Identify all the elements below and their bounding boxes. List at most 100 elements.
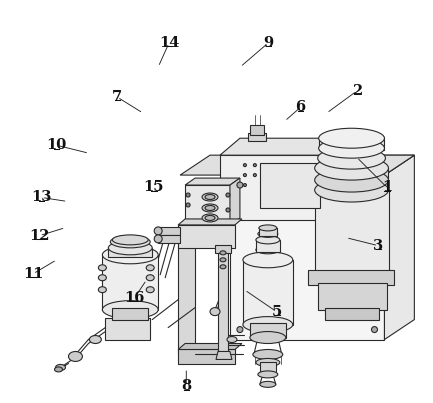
Text: 8: 8 — [181, 379, 191, 393]
Polygon shape — [230, 175, 385, 339]
Ellipse shape — [146, 275, 154, 281]
Bar — [260, 362, 276, 374]
Ellipse shape — [202, 204, 218, 212]
Ellipse shape — [112, 235, 148, 245]
Ellipse shape — [108, 241, 152, 255]
Ellipse shape — [55, 367, 62, 372]
Text: 12: 12 — [29, 229, 50, 243]
Bar — [319, 138, 385, 150]
Ellipse shape — [256, 358, 280, 366]
Ellipse shape — [259, 225, 277, 231]
Text: 15: 15 — [144, 181, 164, 194]
Text: 5: 5 — [272, 305, 282, 319]
Polygon shape — [308, 270, 394, 285]
Ellipse shape — [227, 337, 237, 343]
Ellipse shape — [154, 235, 162, 243]
Ellipse shape — [205, 206, 215, 210]
Ellipse shape — [243, 183, 246, 187]
Ellipse shape — [102, 246, 158, 264]
Bar — [158, 235, 180, 243]
Bar — [248, 133, 266, 141]
Ellipse shape — [98, 265, 107, 271]
Ellipse shape — [205, 195, 215, 199]
Ellipse shape — [102, 301, 158, 319]
Ellipse shape — [202, 193, 218, 201]
Bar — [256, 240, 280, 252]
Ellipse shape — [154, 227, 162, 235]
Ellipse shape — [315, 156, 388, 180]
Ellipse shape — [253, 174, 256, 177]
Ellipse shape — [220, 258, 226, 262]
Ellipse shape — [315, 178, 388, 202]
Text: 9: 9 — [263, 36, 273, 50]
Text: 2: 2 — [352, 84, 362, 98]
Polygon shape — [216, 351, 232, 359]
Polygon shape — [220, 155, 335, 220]
Polygon shape — [218, 248, 228, 355]
Ellipse shape — [110, 236, 150, 248]
Text: 16: 16 — [124, 291, 145, 305]
Polygon shape — [315, 190, 389, 275]
Ellipse shape — [98, 275, 107, 281]
Text: 11: 11 — [23, 267, 43, 281]
Ellipse shape — [146, 265, 154, 271]
Ellipse shape — [319, 128, 385, 148]
Polygon shape — [250, 322, 286, 338]
Bar — [108, 248, 152, 257]
Text: 6: 6 — [296, 100, 306, 114]
Ellipse shape — [253, 349, 283, 359]
Text: 3: 3 — [373, 239, 383, 253]
Polygon shape — [385, 155, 414, 339]
Polygon shape — [230, 155, 414, 175]
Bar — [315, 168, 388, 182]
Bar — [158, 227, 180, 235]
Ellipse shape — [243, 174, 246, 177]
Ellipse shape — [315, 168, 388, 192]
Ellipse shape — [258, 231, 278, 237]
Ellipse shape — [260, 381, 276, 387]
Ellipse shape — [318, 147, 385, 169]
Ellipse shape — [243, 164, 246, 166]
Bar — [215, 245, 231, 253]
Polygon shape — [178, 349, 235, 364]
Bar — [260, 163, 320, 208]
Polygon shape — [318, 283, 388, 310]
Bar — [102, 255, 158, 310]
Ellipse shape — [186, 203, 190, 207]
Ellipse shape — [202, 214, 218, 222]
Ellipse shape — [220, 251, 226, 255]
Ellipse shape — [256, 246, 280, 254]
Polygon shape — [185, 178, 240, 185]
Text: 10: 10 — [47, 138, 67, 152]
Ellipse shape — [210, 307, 220, 316]
Bar — [243, 260, 293, 324]
Ellipse shape — [186, 193, 190, 197]
Ellipse shape — [243, 317, 293, 332]
Polygon shape — [178, 343, 242, 349]
Ellipse shape — [243, 252, 293, 268]
Ellipse shape — [372, 182, 378, 188]
Ellipse shape — [250, 332, 286, 343]
Polygon shape — [178, 225, 235, 248]
Text: 14: 14 — [159, 36, 179, 50]
Ellipse shape — [98, 287, 107, 293]
Text: 7: 7 — [112, 90, 122, 104]
Ellipse shape — [205, 216, 215, 220]
Ellipse shape — [146, 287, 154, 293]
Ellipse shape — [226, 193, 230, 197]
Polygon shape — [112, 307, 148, 320]
Polygon shape — [105, 318, 150, 339]
Text: 13: 13 — [32, 191, 52, 204]
Polygon shape — [178, 219, 242, 225]
Ellipse shape — [372, 326, 378, 332]
Polygon shape — [180, 155, 414, 175]
Ellipse shape — [258, 371, 278, 378]
Ellipse shape — [220, 265, 226, 269]
Polygon shape — [335, 138, 355, 220]
Ellipse shape — [55, 364, 65, 370]
Ellipse shape — [237, 182, 243, 188]
Ellipse shape — [226, 208, 230, 212]
Ellipse shape — [89, 336, 101, 343]
Bar — [250, 125, 264, 135]
Ellipse shape — [68, 351, 82, 361]
